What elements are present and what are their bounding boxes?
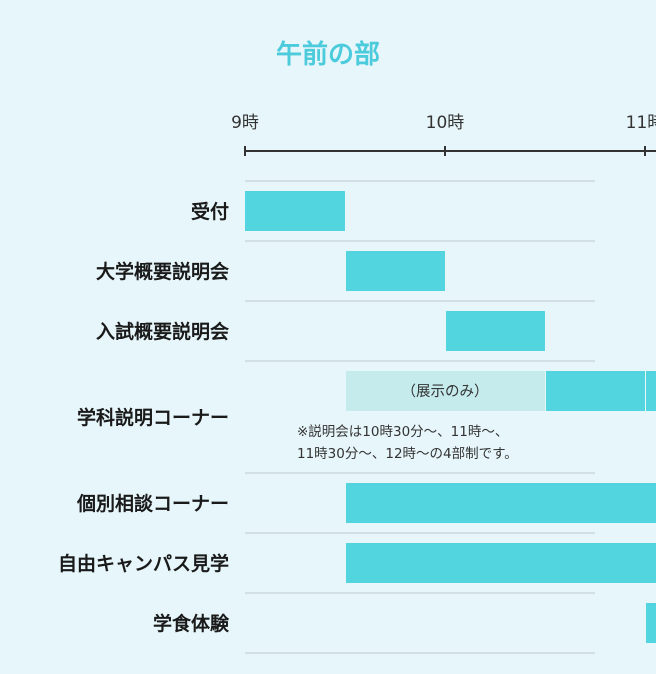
row-label: 個別相談コーナー xyxy=(76,492,229,515)
row-label: 大学概要説明会 xyxy=(96,260,229,283)
bar-segment xyxy=(346,483,656,523)
row-label: 入試概要説明会 xyxy=(96,320,229,343)
bar-segment xyxy=(346,251,445,291)
row-label: 学食体験 xyxy=(153,612,230,635)
row-label: 学科説明コーナー xyxy=(77,406,229,429)
row-note: ※説明会は10時30分〜、11時〜、 xyxy=(297,424,508,440)
row-label: 自由キャンパス見学 xyxy=(58,552,229,575)
row-note: 11時30分〜、12時〜の4部制です。 xyxy=(297,446,518,462)
bar-segment xyxy=(646,603,656,643)
bar-segment xyxy=(446,311,545,351)
bar-segment xyxy=(546,371,645,411)
bar-segment xyxy=(346,543,656,583)
axis-tick-label: 11時 xyxy=(626,113,656,133)
row-label: 受付 xyxy=(191,200,229,223)
bar-segment-display-only xyxy=(346,371,545,411)
bar-segment xyxy=(245,191,345,231)
axis-tick-label: 9時 xyxy=(231,113,259,133)
axis-tick-label: 10時 xyxy=(426,113,465,133)
bar-segment-label: （展示のみ） xyxy=(402,383,489,400)
chart-title: 午前の部 xyxy=(276,39,380,70)
bar-segment xyxy=(646,371,656,411)
